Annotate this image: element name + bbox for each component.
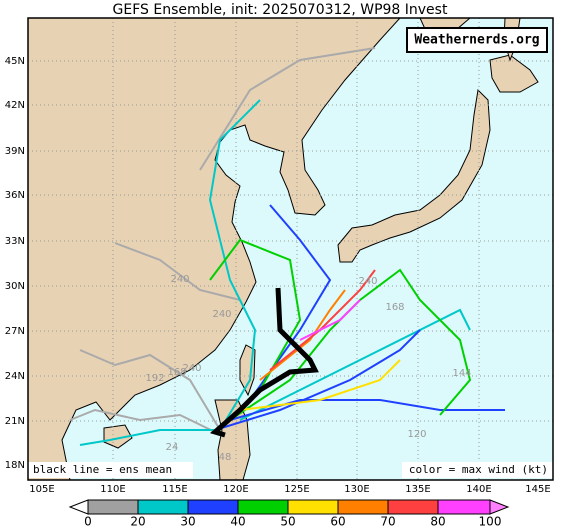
colorbar-labels: 0 20 30 40 50 60 70 80 100 (84, 515, 501, 529)
lon-label: 125E (284, 484, 309, 495)
lat-label: 42N (5, 100, 25, 111)
track-labels: 240 240 240 168 144 120 192 168 240 48 2… (145, 274, 471, 463)
lon-label: 110E (100, 484, 125, 495)
hour-label: 240 (212, 309, 231, 320)
watermark: Weathernerds.org (414, 33, 539, 48)
lat-label: 18N (5, 460, 25, 471)
mean-note: black line = ens mean (33, 463, 172, 476)
colorbar-label: 60 (330, 515, 345, 529)
colorbar-label: 70 (380, 515, 395, 529)
hour-label: 168 (167, 367, 186, 378)
hour-label: 120 (407, 429, 426, 440)
lat-label: 27N (5, 326, 25, 337)
title: GEFS Ensemble, init: 2025070312, WP98 In… (113, 2, 448, 18)
color-note: color = max wind (kt) (409, 463, 548, 476)
colorbar-label: 100 (479, 515, 502, 529)
colorbar-label: 40 (230, 515, 245, 529)
ensemble-mean (209, 287, 319, 438)
hour-label: 240 (358, 276, 377, 287)
colorbar-label: 20 (130, 515, 145, 529)
lat-label: 36N (5, 190, 25, 201)
hour-label: 192 (145, 373, 164, 384)
map-frame (27, 17, 554, 481)
hour-label: 168 (385, 302, 404, 313)
colorbar-label: 0 (84, 515, 92, 529)
colorbar-label: 80 (430, 515, 445, 529)
lon-label: 130E (344, 484, 369, 495)
lon-label: 105E (29, 484, 54, 495)
lon-label: 135E (405, 484, 430, 495)
lat-label: 24N (5, 371, 25, 382)
tracks (69, 47, 505, 446)
lat-label: 30N (5, 281, 25, 292)
colorbar (68, 499, 510, 515)
lon-label: 145E (525, 484, 550, 495)
watermark-box (406, 27, 548, 53)
lon-label: 140E (466, 484, 491, 495)
note-box (402, 462, 553, 478)
hour-label: 144 (452, 368, 471, 379)
lat-label: 39N (5, 146, 25, 157)
lat-labels: 45N 42N 39N 36N 33N 30N 27N 24N 21N 18N (5, 56, 25, 471)
hour-label: 240 (182, 363, 201, 374)
hour-label: 240 (170, 274, 189, 285)
note-box (28, 462, 193, 478)
hour-label: 24 (166, 442, 179, 453)
lat-label: 33N (5, 236, 25, 247)
lon-labels: 105E 110E 115E 120E 125E 130E 135E 140E 145E (29, 484, 550, 495)
lon-label: 115E (162, 484, 187, 495)
colorbar-label: 30 (180, 515, 195, 529)
map: 240 240 240 168 144 120 192 168 240 48 2… (27, 17, 554, 481)
hour-label: 48 (219, 452, 232, 463)
lat-label: 45N (5, 56, 25, 67)
colorbar-label: 50 (280, 515, 295, 529)
lat-label: 21N (5, 416, 25, 427)
lon-label: 120E (223, 484, 248, 495)
